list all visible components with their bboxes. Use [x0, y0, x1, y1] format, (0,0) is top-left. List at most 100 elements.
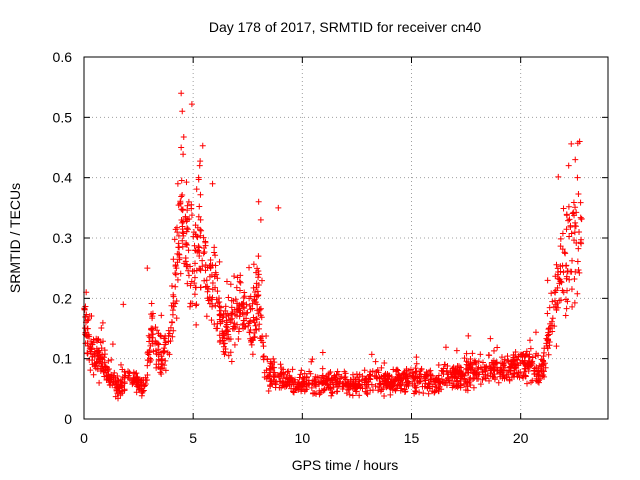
data-point: [382, 373, 389, 380]
data-point: [553, 343, 560, 350]
data-point: [98, 324, 105, 331]
data-point: [241, 289, 248, 296]
data-point: [217, 304, 224, 311]
data-point: [520, 374, 527, 381]
data-point: [249, 300, 256, 307]
data-point: [152, 340, 159, 347]
data-point: [219, 334, 226, 341]
data-point: [366, 373, 373, 380]
data-point: [126, 376, 133, 383]
data-point: [269, 361, 276, 368]
data-point: [222, 303, 229, 310]
data-point: [402, 375, 409, 382]
data-point: [300, 383, 307, 390]
data-point: [521, 365, 528, 372]
data-point: [162, 339, 169, 346]
data-point: [152, 324, 159, 331]
data-point: [477, 364, 484, 371]
data-point: [228, 358, 235, 365]
data-point: [562, 262, 569, 269]
data-point: [264, 356, 271, 363]
data-point: [185, 272, 192, 279]
data-point: [192, 284, 199, 291]
data-point: [310, 389, 317, 396]
data-point: [417, 378, 424, 385]
data-point: [533, 364, 540, 371]
data-point: [416, 378, 423, 385]
data-point: [141, 382, 148, 389]
data-point: [545, 325, 552, 332]
data-point: [160, 335, 167, 342]
data-point: [372, 358, 379, 365]
y-tick-label: 0.2: [53, 290, 73, 306]
data-point: [382, 381, 389, 388]
x-tick-labels: 0 5 10 15 20: [80, 430, 529, 446]
data-point: [180, 218, 187, 225]
data-point: [172, 300, 179, 307]
data-point: [532, 353, 539, 360]
data-point: [95, 360, 102, 367]
data-point: [578, 236, 585, 243]
data-point: [220, 311, 227, 318]
data-point: [247, 335, 254, 342]
data-point: [329, 377, 336, 384]
data-point: [115, 395, 122, 402]
data-point: [196, 162, 203, 169]
data-point: [559, 246, 566, 253]
data-point: [426, 381, 433, 388]
data-point: [519, 352, 526, 359]
data-point: [86, 356, 93, 363]
data-point: [95, 336, 102, 343]
data-point: [203, 277, 210, 284]
data-point: [307, 370, 314, 377]
data-point: [267, 383, 274, 390]
data-point: [149, 310, 156, 317]
data-point: [179, 191, 186, 198]
data-point: [249, 351, 256, 358]
data-point: [152, 347, 159, 354]
data-point: [202, 267, 209, 274]
data-point: [504, 353, 511, 360]
data-point: [252, 288, 259, 295]
data-point: [169, 319, 176, 326]
data-point: [95, 348, 102, 355]
data-point: [216, 258, 223, 265]
data-point: [327, 385, 334, 392]
data-point: [435, 361, 442, 368]
data-point: [389, 387, 396, 394]
data-point: [175, 250, 182, 257]
data-point: [446, 380, 453, 387]
data-point: [240, 303, 247, 310]
data-point: [228, 304, 235, 311]
data-point: [252, 326, 259, 333]
data-point: [196, 244, 203, 251]
data-point: [278, 365, 285, 372]
data-point: [479, 368, 486, 375]
data-point: [411, 377, 418, 384]
data-point: [510, 370, 517, 377]
data-point: [467, 382, 474, 389]
data-point: [327, 369, 334, 376]
data-point: [178, 90, 185, 97]
data-point: [195, 213, 202, 220]
data-point: [158, 312, 165, 319]
data-point: [276, 378, 283, 385]
data-point: [353, 371, 360, 378]
data-point: [214, 288, 221, 295]
y-tick-label: 0.4: [53, 170, 73, 186]
data-point: [241, 293, 248, 300]
data-point: [346, 391, 353, 398]
data-point: [290, 389, 297, 396]
data-point: [367, 368, 374, 375]
data-point: [425, 390, 432, 397]
data-point: [545, 331, 552, 338]
data-point: [271, 364, 278, 371]
data-point: [217, 311, 224, 318]
data-point: [347, 376, 354, 383]
data-point: [525, 367, 532, 374]
data-point: [373, 374, 380, 381]
data-point: [394, 382, 401, 389]
data-point: [223, 278, 230, 285]
data-point: [140, 387, 147, 394]
data-point: [251, 333, 258, 340]
